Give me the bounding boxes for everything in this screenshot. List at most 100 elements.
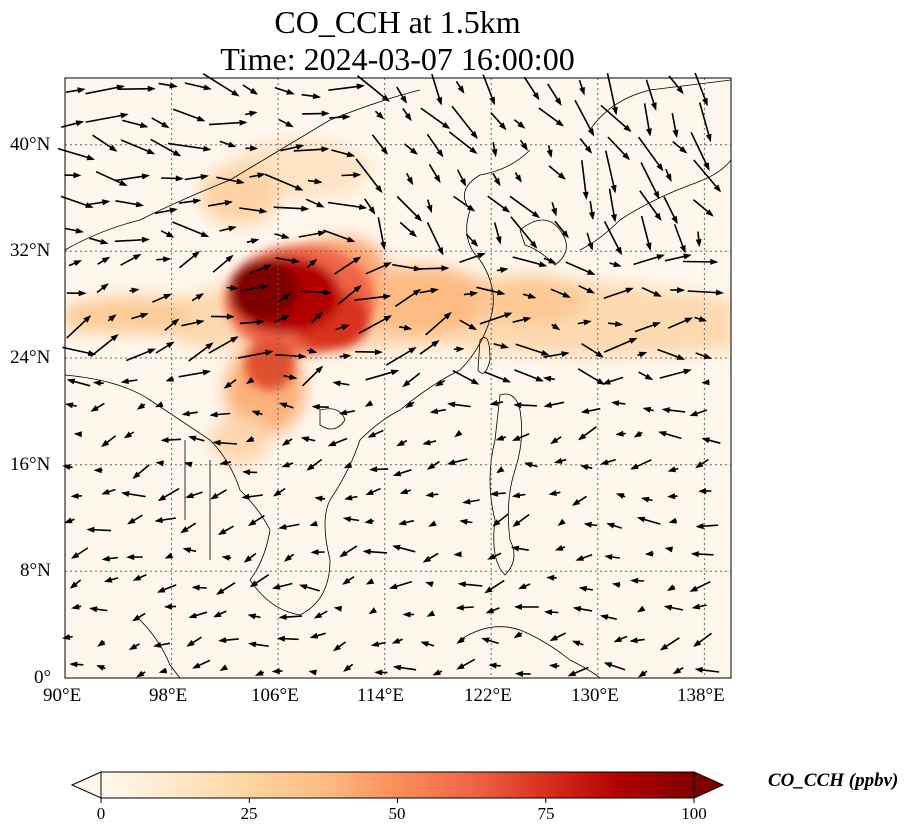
wind-arrow-head — [447, 401, 456, 408]
colorbar-tick-label: 75 — [537, 804, 555, 823]
wind-arrow-head — [629, 637, 638, 644]
wind-arrow-head — [520, 142, 528, 151]
wind-arrow-head — [119, 180, 128, 186]
wind-arrow-head — [510, 545, 520, 552]
wind-arrow-head — [192, 662, 201, 669]
wind-arrow-head — [531, 210, 541, 219]
wind-arrow-head — [511, 492, 521, 499]
wind-arrow-head — [532, 92, 540, 101]
map-title: CO_CCH at 1.5km — [274, 4, 521, 40]
wind-arrow-head — [571, 499, 581, 506]
wind-arrow-head — [380, 241, 387, 250]
wind-arrow-head — [186, 639, 195, 647]
wind-arrow-head — [141, 236, 150, 243]
wind-arrow-head — [120, 378, 129, 385]
wind-arrow-head — [466, 204, 476, 212]
wind-arrow-head — [285, 120, 294, 128]
wind-arrow-head — [665, 173, 672, 182]
wind-arrow-head — [691, 603, 701, 610]
wind-arrow-head — [578, 585, 588, 592]
wind-arrow-head — [638, 670, 647, 678]
wind-arrow-head — [500, 342, 509, 349]
wind-arrow-head — [231, 89, 240, 97]
wind-arrow-head — [588, 211, 595, 221]
wind-arrow-head — [408, 347, 417, 354]
wind-arrow-head — [435, 379, 444, 387]
wind-arrow-head — [66, 378, 76, 385]
wind-arrow-head — [309, 258, 318, 267]
wind-arrow-head — [314, 495, 323, 502]
wind-arrow-head — [369, 466, 378, 473]
colorbar-tick-label: 25 — [240, 804, 258, 823]
wind-arrow — [698, 102, 712, 141]
wind-arrow-head — [457, 85, 465, 94]
wind-arrow-head — [404, 112, 412, 122]
wind-arrow-head — [374, 349, 383, 356]
wind-arrow-head — [364, 400, 374, 407]
wind-arrow-head — [110, 334, 119, 342]
wind-arrow-head — [703, 353, 712, 359]
wind-arrow-head — [454, 430, 463, 438]
wind-arrow-head — [583, 319, 592, 326]
wind-arrow-head — [535, 375, 544, 382]
wind-arrow-head — [242, 469, 251, 476]
wind-arrow-head — [298, 584, 308, 590]
wind-arrow-head — [219, 459, 228, 466]
wind-arrow-head — [625, 287, 634, 294]
wind-arrow-head — [653, 290, 662, 297]
wind-arrow-head — [636, 516, 646, 523]
wind-arrow-head — [453, 551, 462, 558]
wind-arrow-head — [101, 555, 110, 562]
wind-arrow-head — [695, 523, 704, 530]
wind-arrow — [172, 221, 208, 238]
wind-arrow-head — [100, 238, 109, 245]
wind-arrow-head — [457, 581, 466, 588]
wind-arrow-head — [71, 603, 80, 610]
wind-arrow-head — [615, 493, 625, 499]
wind-arrow-head — [221, 554, 230, 561]
wind-arrow-head — [180, 526, 189, 534]
wind-arrow-head — [163, 293, 172, 300]
wind-arrow-head — [470, 378, 480, 385]
wind-arrow-head — [121, 491, 130, 497]
wind-arrow-head — [294, 184, 304, 191]
wind-arrow-head — [603, 662, 613, 668]
wind-arrow — [690, 131, 710, 170]
wind-arrow-head — [677, 287, 686, 294]
wind-arrow-head — [249, 580, 258, 588]
wind-arrow-head — [412, 288, 422, 296]
wind-arrow-head — [523, 316, 532, 323]
wind-arrow-head — [126, 554, 135, 561]
wind-arrow-head — [166, 231, 175, 238]
wind-arrow-head — [502, 205, 511, 213]
wind-arrow-head — [477, 252, 486, 259]
wind-arrow-head — [136, 402, 145, 410]
wind-arrow-head — [578, 433, 587, 441]
wind-arrow-head — [548, 490, 557, 496]
wind-arrow-head — [116, 84, 125, 91]
wind-arrow-head — [514, 603, 522, 610]
colorbar-tick-label: 100 — [681, 804, 707, 823]
wind-arrow-head — [212, 439, 221, 446]
wind-arrow-head — [301, 205, 310, 212]
wind-arrow-head — [698, 488, 707, 495]
wind-arrow-head — [380, 146, 388, 155]
wind-arrow-head — [429, 408, 439, 415]
wind-arrow-head — [309, 520, 318, 527]
wind-arrow-head — [90, 405, 99, 412]
wind-arrow-head — [433, 174, 441, 184]
wind-arrow-head — [83, 315, 92, 323]
wind-arrow-head — [314, 178, 323, 185]
lon-tick-label: 122°E — [464, 685, 512, 706]
wind-arrow-head — [278, 402, 288, 409]
wind-arrow-head — [432, 669, 441, 676]
wind-arrow-head — [278, 523, 287, 530]
wind-arrow-head — [640, 496, 650, 503]
wind-arrow-head — [370, 641, 380, 647]
wind-arrow-head — [308, 347, 318, 354]
wind-arrow-head — [428, 520, 437, 527]
wind-arrow-head — [321, 110, 330, 117]
wind-arrow-head — [431, 340, 440, 348]
map-background — [65, 78, 731, 678]
wind-arrow-head — [75, 227, 84, 234]
